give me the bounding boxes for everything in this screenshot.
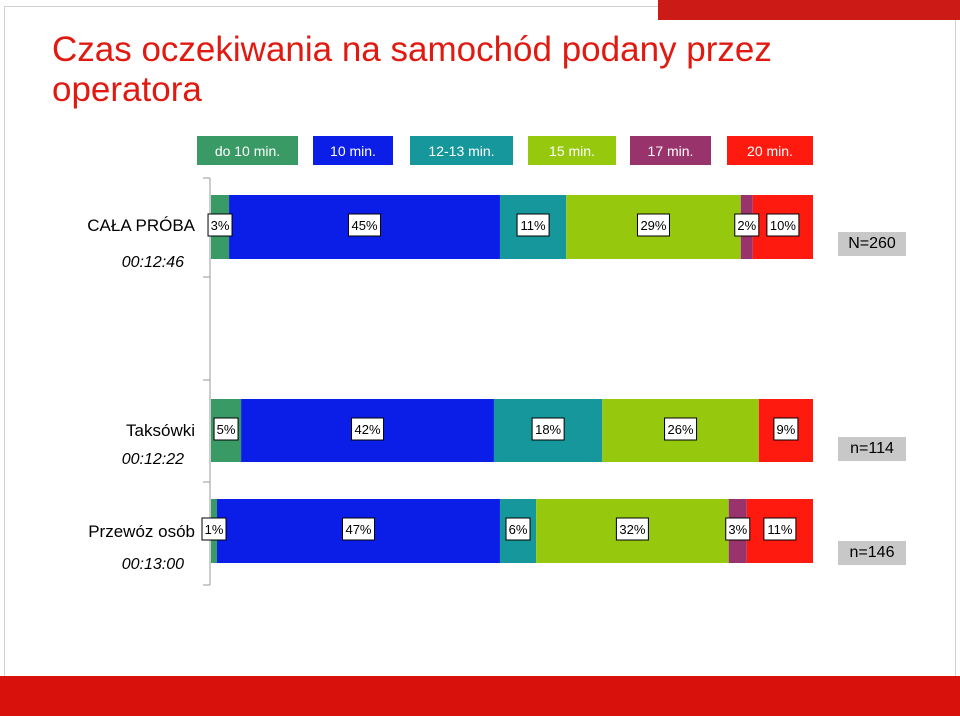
data-label-box-1-2 [348, 213, 382, 237]
data-label-box-3-3 [505, 517, 531, 541]
average-time-3: 00:13:00 [121, 556, 184, 573]
data-label-1-2: 45% [351, 218, 377, 233]
data-label-3-5: 3% [728, 522, 747, 537]
data-label-3-2: 47% [345, 522, 371, 537]
data-label-box-1-6 [766, 213, 800, 237]
legend-item-4: 15 min. [528, 136, 616, 165]
data-label-3-6: 11% [767, 522, 792, 537]
data-label-box-2-1 [213, 417, 239, 441]
data-label-2-3: 18% [535, 422, 561, 437]
data-label-3-1: 1% [205, 522, 224, 537]
data-label-box-1-5 [734, 213, 760, 237]
data-label-1-4: 29% [640, 218, 666, 233]
data-label-2-6: 9% [777, 422, 796, 437]
data-label-box-1-3 [516, 213, 550, 237]
category-label-3: Przewóz osób [88, 522, 195, 541]
legend-item-6: 20 min. [727, 136, 813, 165]
data-label-2-2: 42% [355, 422, 381, 437]
top-accent-bar [658, 0, 960, 20]
legend-item-2: 10 min. [313, 136, 393, 165]
legend-item-1: do 10 min. [197, 136, 298, 165]
data-label-box-3-6 [763, 517, 797, 541]
data-label-3-3: 6% [509, 522, 528, 537]
data-label-box-1-1 [207, 213, 233, 237]
average-time-2: 00:12:22 [121, 451, 184, 468]
legend-item-5: 17 min. [630, 136, 711, 165]
data-label-box-2-3 [531, 417, 565, 441]
data-label-2-4: 26% [668, 422, 694, 437]
slide-title: Czas oczekiwania na samochód podany prze… [52, 30, 772, 109]
data-label-1-6: 10% [770, 218, 796, 233]
data-label-box-2-6 [773, 417, 799, 441]
sample-size-1: N=260 [838, 232, 906, 256]
slide-frame [4, 6, 956, 708]
data-label-box-2-4 [664, 417, 698, 441]
category-label-2: Taksówki [126, 421, 195, 440]
sample-size-3: n=146 [838, 541, 906, 565]
data-label-box-3-1 [201, 517, 227, 541]
data-label-1-1: 3% [211, 218, 230, 233]
category-label-1: CAŁA PRÓBA [87, 216, 195, 235]
average-time-1: 00:12:46 [121, 254, 184, 271]
data-label-box-3-4 [615, 517, 649, 541]
data-label-box-2-2 [351, 417, 385, 441]
data-label-2-1: 5% [217, 422, 236, 437]
data-label-3-4: 32% [619, 522, 645, 537]
data-label-1-5: 2% [737, 218, 756, 233]
legend-item-3: 12-13 min. [410, 136, 513, 165]
data-label-box-3-2 [341, 517, 375, 541]
data-label-1-3: 11% [521, 218, 546, 233]
data-label-box-1-4 [636, 213, 670, 237]
sample-size-2: n=114 [838, 437, 906, 461]
data-label-box-3-5 [725, 517, 751, 541]
bottom-accent-bar [0, 676, 960, 716]
